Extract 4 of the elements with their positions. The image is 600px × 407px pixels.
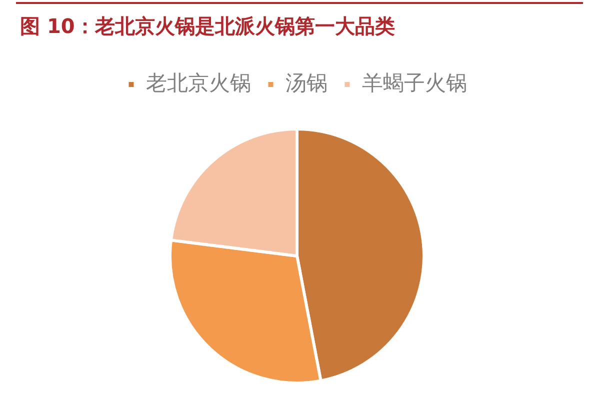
legend-label: 羊蝎子火锅 [362,70,467,95]
legend-label: 老北京火锅 [146,70,251,95]
legend-label: 汤锅 [285,70,328,95]
chart-title: 图 10：老北京火锅是北派火锅第一大品类 [20,13,395,40]
